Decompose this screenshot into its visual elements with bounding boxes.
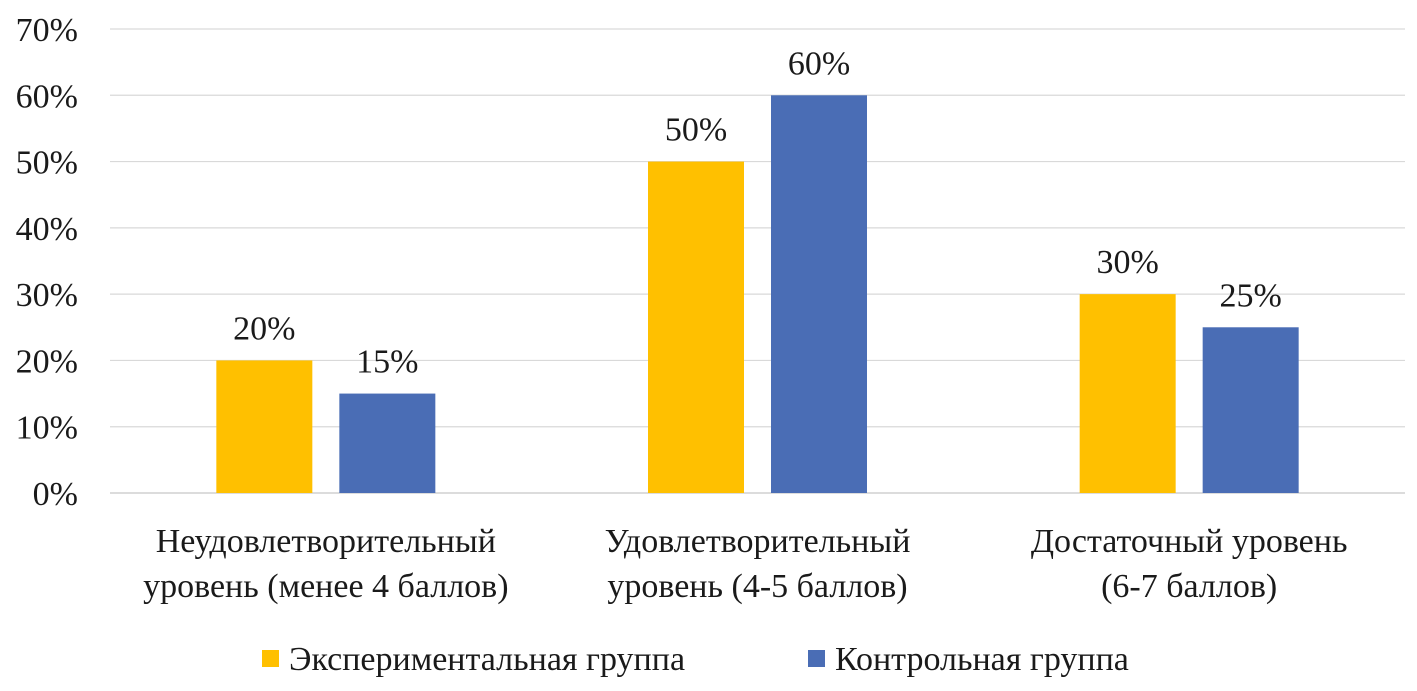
y-tick-label: 30% — [16, 277, 78, 314]
category-label: (6-7 баллов) — [1101, 568, 1277, 605]
category-label: Удовлетворительный — [605, 523, 911, 560]
data-label: 30% — [1097, 244, 1159, 281]
data-label: 60% — [788, 45, 850, 82]
bar-series-0-category-0 — [216, 360, 313, 493]
y-tick-label: 10% — [16, 410, 78, 447]
legend: Экспериментальная группа Контрольная груп… — [262, 641, 1129, 678]
legend-swatch — [262, 650, 279, 667]
y-tick-label: 40% — [16, 211, 78, 248]
data-label: 50% — [665, 112, 727, 149]
bar-series-0-category-1 — [648, 161, 744, 494]
legend-swatch — [808, 650, 825, 667]
data-label: 15% — [356, 344, 418, 381]
data-label: 25% — [1220, 277, 1282, 314]
category-label: Достаточный уровень — [1031, 523, 1348, 560]
legend-label: Экспериментальная группа — [289, 641, 685, 678]
category-label: Неудовлетворительный — [156, 523, 496, 560]
data-label: 20% — [233, 310, 295, 347]
gridlines — [110, 28, 1405, 494]
y-tick-label: 60% — [16, 78, 78, 115]
y-tick-label: 0% — [33, 476, 78, 513]
y-tick-label: 70% — [16, 12, 78, 49]
category-label: уровень (менее 4 баллов) — [143, 568, 508, 605]
bar-series-1-category-1 — [771, 95, 867, 494]
y-tick-label: 20% — [16, 343, 78, 380]
y-axis-ticks: 0% 10% 20% 30% 40% 50% 60% 70% — [16, 12, 78, 513]
bar-series-1-category-0 — [339, 393, 436, 493]
bar-series-1-category-2 — [1202, 327, 1299, 493]
bars — [216, 95, 1299, 494]
y-tick-label: 50% — [16, 145, 78, 182]
x-axis-categories: Неудовлетворительный уровень (менее 4 бал… — [143, 523, 1347, 605]
legend-label: Контрольная группа — [835, 641, 1129, 678]
data-labels: 20% 15% 50% 60% 30% 25% — [233, 45, 1282, 380]
category-label: уровень (4-5 баллов) — [607, 568, 907, 605]
bar-series-0-category-2 — [1079, 294, 1176, 493]
